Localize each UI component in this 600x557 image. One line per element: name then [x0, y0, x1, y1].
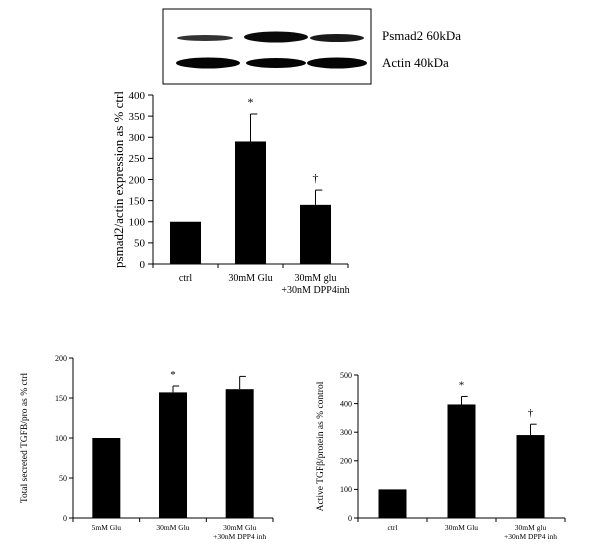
x-category-label-line: +30nM DPP4inh — [281, 285, 349, 296]
x-category-label: ctrl — [179, 273, 193, 284]
x-category-label-line: 30mM glu — [295, 273, 337, 284]
y-tick-label: 350 — [129, 111, 146, 123]
x-category-label-line: +30nM DPP4 inh — [213, 532, 266, 541]
y-tick-label: 150 — [129, 195, 146, 207]
x-category-label-line: 30mM Glu — [156, 523, 189, 532]
bar — [300, 204, 331, 264]
y-tick-label: 400 — [129, 90, 146, 102]
significance-marker: † — [528, 407, 534, 419]
x-category-label-line: +30nM DPP4 inh — [504, 532, 557, 541]
blot-band-actin-glu — [246, 58, 306, 68]
significance-marker: † — [313, 171, 319, 185]
blot-label-actin: Actin 40kDa — [382, 55, 449, 70]
blot-band-actin-dpp4 — [307, 57, 367, 69]
bar — [378, 489, 407, 518]
x-category-label-line: 30mM Glu — [445, 523, 478, 532]
x-category-label-line: ctrl — [388, 523, 398, 532]
x-category-label: 30mM Glu — [228, 273, 272, 284]
blot-label-psmad2: Psmad2 60kDa — [382, 28, 461, 43]
y-tick-label: 400 — [340, 399, 352, 408]
y-axis-label: Total secreted TGFB/pro as % ctrl — [20, 373, 30, 504]
y-tick-label: 200 — [129, 174, 146, 186]
bar — [159, 392, 187, 518]
y-tick-label: 150 — [55, 394, 67, 403]
y-tick-label: 0 — [140, 259, 146, 271]
y-tick-label: 200 — [340, 457, 352, 466]
bar — [235, 141, 266, 264]
bar — [225, 389, 254, 518]
y-tick-label: 300 — [129, 132, 146, 144]
y-tick-label: 100 — [129, 217, 146, 229]
significance-marker: * — [459, 379, 465, 391]
x-category-label: ctrl — [388, 523, 398, 532]
x-category-label: 30mM Glu — [445, 523, 478, 532]
y-tick-label: 50 — [59, 474, 67, 483]
y-axis-label: psmad2/actin expression as % ctrl — [111, 91, 126, 268]
bar — [170, 221, 201, 264]
x-category-label: 5mM Glu — [92, 523, 122, 532]
y-tick-label: 300 — [340, 428, 352, 437]
x-category-label-line: 30mM Glu — [223, 523, 256, 532]
y-tick-label: 0 — [348, 514, 352, 523]
blot-band-psmad2-dpp4 — [310, 34, 364, 42]
y-tick-label: 50 — [134, 238, 146, 250]
x-category-label: 30mM glu +30nM DPP4 inh — [504, 523, 557, 541]
x-category-label: 30mM glu +30nM DPP4inh — [281, 273, 349, 296]
x-category-label-line: 5mM Glu — [92, 523, 122, 532]
x-category-label-line: 30mM glu — [515, 523, 547, 532]
blot-band-psmad2-ctrl — [177, 35, 233, 41]
x-category-label: 30mM Glu — [156, 523, 189, 532]
y-tick-label: 100 — [340, 485, 352, 494]
significance-marker: * — [170, 369, 176, 381]
blot-band-psmad2-glu — [244, 31, 308, 43]
y-tick-label: 250 — [129, 153, 146, 165]
x-category-label-line: 30mM Glu — [228, 273, 272, 284]
western-blot-panel: Psmad2 60kDa Actin 40kDa — [162, 8, 461, 85]
y-tick-label: 500 — [340, 371, 352, 380]
charts: 0 50 100 150 200 250 300 350 400 ctrl * 30mM Glu † 30… — [20, 90, 566, 541]
y-axis-label: Active TGFβ/protein as % control — [316, 381, 326, 511]
significance-marker: * — [248, 95, 254, 109]
y-tick-label: 0 — [63, 514, 67, 523]
x-category-label-line: ctrl — [179, 273, 193, 284]
blot-frame — [162, 8, 372, 85]
bar — [92, 438, 121, 518]
blot-band-actin-ctrl — [176, 57, 240, 69]
y-tick-label: 200 — [55, 354, 67, 363]
chart-1: 0 50 100 150 200 250 300 350 400 ctrl * 30mM Glu † 30… — [111, 90, 350, 296]
chart-3: 0 100 200 300 400 500 ctrl * 30mM Glu † 30mM glu +3… — [316, 371, 566, 541]
y-tick-label: 100 — [55, 434, 67, 443]
bar — [516, 435, 545, 518]
x-category-label: 30mM Glu +30nM DPP4 inh — [213, 523, 266, 541]
bar — [447, 404, 476, 518]
